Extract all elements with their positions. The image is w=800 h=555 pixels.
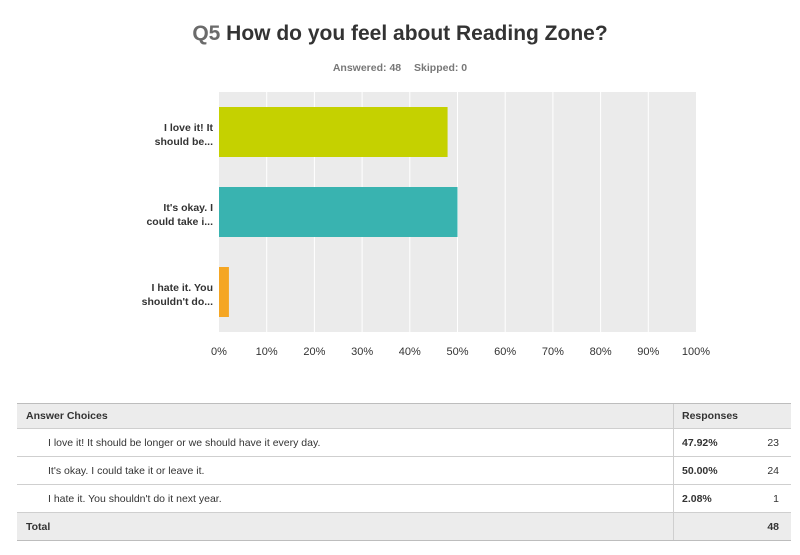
x-tick-label: 50% (446, 346, 468, 358)
x-tick-label: 10% (256, 346, 278, 358)
total-label: Total (17, 512, 674, 541)
choice-text: I love it! It should be longer or we sho… (17, 428, 674, 457)
response-count: 24 (752, 456, 791, 485)
response-summary: Answered: 48 Skipped: 0 (0, 62, 800, 74)
response-count: 23 (752, 428, 791, 457)
bar (219, 187, 458, 237)
category-label: I love it! It should be... (155, 122, 214, 148)
responses-table: Answer Choices Responses I love it! It s… (17, 403, 791, 541)
choice-text: I hate it. You shouldn't do it next year… (17, 484, 674, 513)
x-tick-label: 40% (399, 346, 421, 358)
response-count: 1 (752, 484, 791, 513)
question-number: Q5 (192, 22, 221, 45)
x-tick-label: 20% (303, 346, 325, 358)
question-text: How do you feel about Reading Zone? (226, 22, 608, 45)
total-row: Total 48 (17, 512, 791, 541)
table-header-row: Answer Choices Responses (17, 403, 791, 429)
x-tick-label: 90% (637, 346, 659, 358)
x-tick-label: 80% (590, 346, 612, 358)
x-tick-label: 30% (351, 346, 373, 358)
response-percent: 47.92% (673, 428, 752, 457)
choice-text: It's okay. I could take it or leave it. (17, 456, 674, 485)
total-count: 48 (752, 512, 791, 541)
table-row: I love it! It should be longer or we sho… (17, 428, 791, 457)
x-tick-label: 0% (211, 346, 227, 358)
x-tick-label: 100% (682, 346, 710, 358)
table-row: I hate it. You shouldn't do it next year… (17, 484, 791, 513)
table-row: It's okay. I could take it or leave it. … (17, 456, 791, 485)
header-answer-choices: Answer Choices (17, 403, 674, 429)
skipped-count: Skipped: 0 (414, 62, 468, 74)
response-percent: 50.00% (673, 456, 752, 485)
bar (219, 107, 448, 157)
answered-count: Answered: 48 (332, 62, 402, 74)
header-responses: Responses (673, 403, 791, 429)
x-tick-label: 70% (542, 346, 564, 358)
question-title: Q5 How do you feel about Reading Zone? (0, 22, 800, 46)
total-spacer (673, 512, 752, 541)
x-tick-label: 60% (494, 346, 516, 358)
category-label: I hate it. You shouldn't do... (142, 282, 213, 308)
bar-chart: 0% 10% 20% 30% 40% 50% 60% 70% 80% 90% 100% I love … (142, 92, 710, 358)
bar (219, 267, 229, 317)
response-percent: 2.08% (673, 484, 752, 513)
